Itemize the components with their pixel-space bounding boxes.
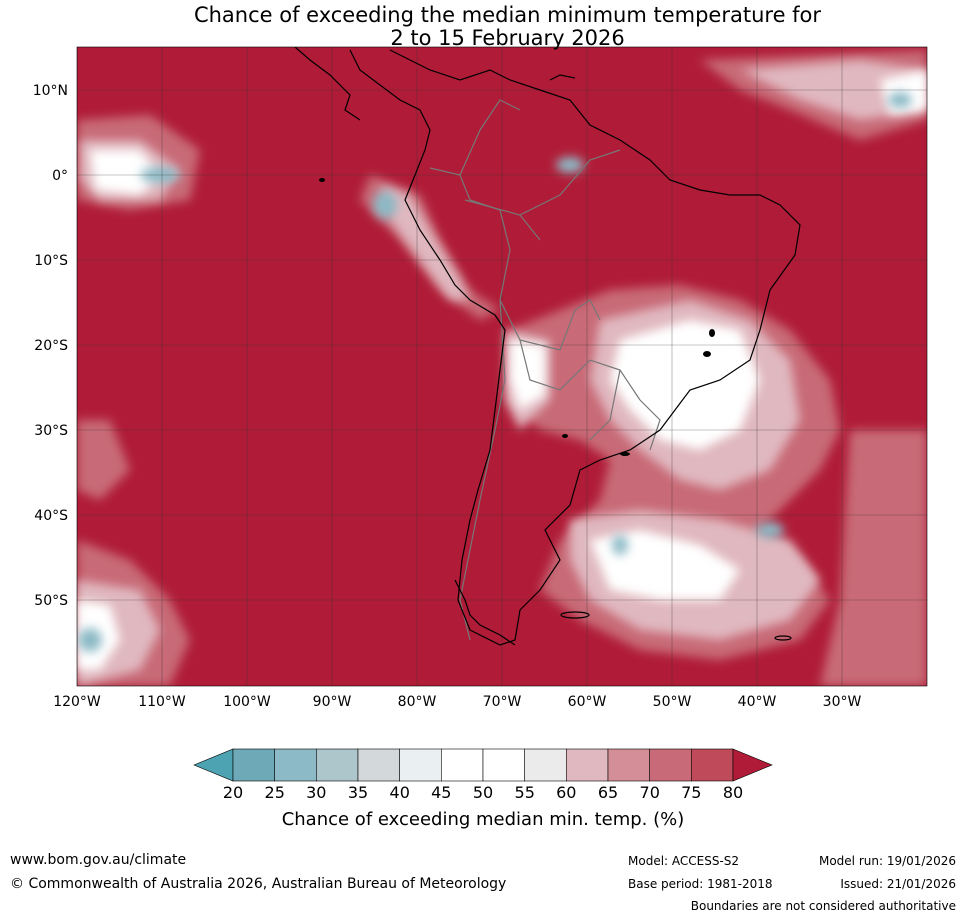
boundaries-note: Boundaries are not considered authoritat… <box>690 899 956 913</box>
lat-label: 30°S <box>34 423 68 439</box>
lon-label: 70°W <box>483 694 522 710</box>
colorbar-high-arrow <box>732 748 773 782</box>
colorbar-swatch <box>315 748 359 782</box>
lon-label: 60°W <box>568 694 607 710</box>
lon-label: 120°W <box>53 694 101 710</box>
lat-label: 10°S <box>34 253 68 269</box>
lon-label: 90°W <box>313 694 352 710</box>
colorbar-low-arrow <box>193 748 234 782</box>
base-period: Base period: 1981-2018 <box>628 877 773 891</box>
lon-label: 100°W <box>223 694 271 710</box>
lat-label: 0° <box>52 168 68 184</box>
colorbar-swatch <box>524 748 567 782</box>
colorbar-swatch <box>274 748 317 782</box>
title-line-1: Chance of exceeding the median minimum t… <box>193 3 822 27</box>
colorbar: 20 25 30 35 40 45 50 55 60 65 70 75 80 C… <box>193 748 773 830</box>
colorbar-swatch <box>357 748 401 782</box>
colorbar-tick: 30 <box>306 783 326 802</box>
colorbar-tick: 35 <box>348 783 368 802</box>
colorbar-tick: 45 <box>431 783 451 802</box>
coastline <box>294 47 801 646</box>
colorbar-swatch <box>649 748 692 782</box>
lat-label: 10°N <box>33 83 68 99</box>
colorbar-label: Chance of exceeding median min. temp. (%… <box>282 809 685 830</box>
graticule <box>77 47 927 686</box>
colorbar-tick: 25 <box>265 783 285 802</box>
lat-label: 50°S <box>34 593 68 609</box>
lat-label: 40°S <box>34 508 68 524</box>
map-frame <box>76 46 928 687</box>
colorbar-swatch <box>607 748 651 782</box>
anomaly-field <box>77 47 927 686</box>
colorbar-tick: 75 <box>681 783 701 802</box>
colorbar-tick: 50 <box>473 783 493 802</box>
colorbar-tick: 65 <box>598 783 618 802</box>
lat-label: 20°S <box>34 338 68 354</box>
colorbar-swatch <box>565 748 609 782</box>
model-name: Model: ACCESS-S2 <box>628 854 740 868</box>
copyright-text: © Commonwealth of Australia 2026, Austra… <box>10 876 507 892</box>
colorbar-tick: 55 <box>515 783 535 802</box>
colorbar-tick: 60 <box>556 783 576 802</box>
colorbar-tick: 70 <box>640 783 660 802</box>
lakes <box>319 178 715 456</box>
colorbar-swatch <box>690 748 734 782</box>
country-borders <box>429 99 661 641</box>
colorbar-swatch <box>232 748 276 782</box>
colorbar-swatch <box>482 748 526 782</box>
colorbar-tick: 80 <box>723 783 743 802</box>
lon-label: 30°W <box>823 694 862 710</box>
lon-label: 110°W <box>138 694 186 710</box>
lon-label: 50°W <box>653 694 692 710</box>
colorbar-tick: 20 <box>223 783 243 802</box>
map-title: Chance of exceeding the median minimum t… <box>0 4 965 50</box>
title-line-2: 2 to 15 February 2026 <box>390 26 625 50</box>
issued-date: Issued: 21/01/2026 <box>840 877 956 891</box>
lon-label: 80°W <box>398 694 437 710</box>
model-run-date: Model run: 19/01/2026 <box>818 854 956 868</box>
colorbar-tick: 40 <box>390 783 410 802</box>
lon-label: 40°W <box>738 694 777 710</box>
colorbar-swatch <box>399 748 442 782</box>
website-link[interactable]: www.bom.gov.au/climate <box>10 852 187 868</box>
colorbar-swatch <box>440 748 484 782</box>
